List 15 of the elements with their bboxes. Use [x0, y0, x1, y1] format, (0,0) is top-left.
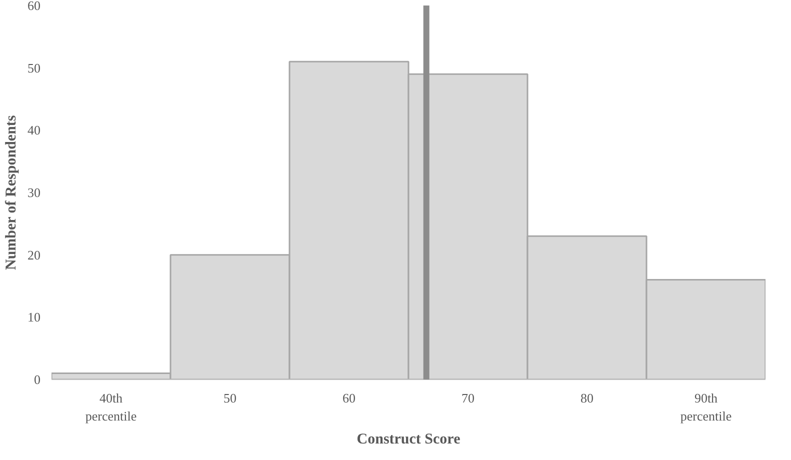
- y-tick-label: 20: [28, 247, 40, 262]
- y-tick-label: 50: [28, 60, 40, 76]
- x-axis-title: Construct Score: [356, 432, 461, 448]
- x-tick-label: 60: [342, 390, 356, 406]
- y-axis-title: Number of Respondents: [4, 115, 20, 270]
- y-tick-label: 60: [28, 0, 40, 13]
- x-tick-label: 40th percentile: [85, 390, 137, 424]
- y-tick-label: 10: [28, 310, 40, 325]
- y-tick-label: 40: [28, 122, 40, 138]
- x-tick-label: 90th percentile: [680, 390, 732, 424]
- x-tick-label: 50: [224, 390, 236, 406]
- x-tick-label: 70: [462, 390, 474, 406]
- y-tick-label: 0: [34, 372, 40, 387]
- y-tick-label: 30: [28, 185, 40, 200]
- x-tick-label: 80: [580, 390, 594, 406]
